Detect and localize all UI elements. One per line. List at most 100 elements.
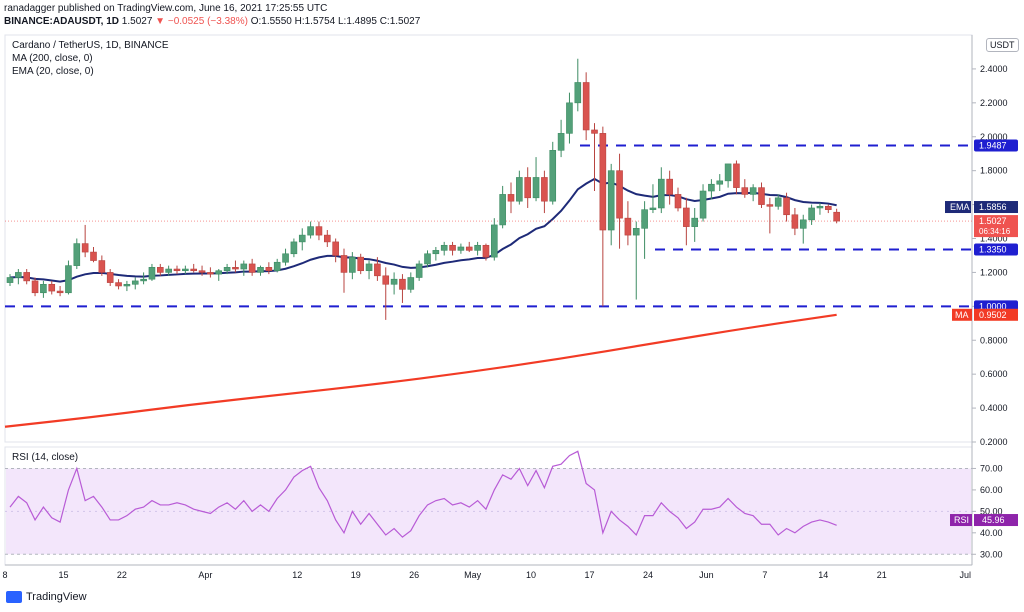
time-tick-label: 19: [351, 570, 361, 580]
candle: [549, 141, 557, 205]
candle-body: [808, 207, 815, 221]
candle: [6, 274, 14, 286]
rsi-tick-label: 60.00: [980, 485, 1003, 495]
brand-label: TradingView: [26, 591, 87, 603]
candle-body: [248, 263, 256, 273]
rsi-legend: RSI (14, close): [12, 452, 79, 463]
candle-body: [465, 246, 473, 251]
candle-body: [115, 282, 122, 287]
ma-value-tag: [974, 308, 1018, 321]
candle-body: [632, 228, 640, 236]
time-tick-label: 12: [292, 570, 302, 580]
candle: [157, 263, 164, 276]
candle: [599, 126, 607, 307]
candle-body: [332, 241, 339, 256]
symbol-ohlc-line: BINANCE:ADAUSDT, 1D 1.5027 ▼ −0.0525 (−3…: [4, 16, 420, 27]
candle: [666, 170, 673, 205]
candle: [799, 214, 807, 244]
candle: [833, 208, 840, 224]
candle: [407, 272, 415, 293]
candle: [657, 167, 665, 214]
candle: [40, 280, 47, 298]
candle-body: [307, 226, 314, 236]
level-price-label: 1.0000: [979, 301, 1007, 311]
level-price-tag: [974, 243, 1018, 256]
candle: [749, 184, 757, 202]
time-tick-label: 22: [117, 570, 127, 580]
candle-body: [165, 268, 172, 273]
candle-body: [482, 244, 490, 258]
candle-body: [257, 267, 264, 273]
candle-body: [791, 214, 799, 229]
candle: [791, 207, 799, 236]
candle-body: [173, 268, 181, 272]
rsi-tick-label: 30.00: [980, 549, 1003, 559]
candle-body: [758, 187, 765, 205]
candle: [724, 163, 732, 188]
price-tick-label: 1.8000: [980, 166, 1008, 176]
candle: [399, 274, 406, 303]
price-tick-label: 0.8000: [980, 335, 1008, 345]
ema-value-label: 1.5856: [979, 202, 1007, 212]
candle-body: [657, 178, 665, 209]
candle: [165, 265, 172, 276]
candle-body: [73, 243, 81, 266]
candle: [574, 58, 582, 112]
time-tick-label: 17: [584, 570, 594, 580]
last-price-value: 1.5027: [979, 216, 1007, 226]
candle: [465, 241, 473, 253]
candle: [48, 280, 56, 295]
candle-body: [474, 244, 481, 251]
candle-body: [182, 268, 189, 272]
candle-body: [816, 205, 824, 209]
candle-body: [31, 280, 39, 294]
candle-body: [783, 197, 790, 216]
candle-body: [724, 163, 732, 182]
candle-body: [641, 209, 648, 229]
ma200-line: [4, 313, 837, 428]
candle-body: [424, 253, 431, 265]
time-tick-label: Apr: [198, 570, 212, 580]
candle-body: [449, 244, 456, 251]
price-change: −0.0525 (−3.38%): [167, 16, 248, 27]
candle: [73, 238, 81, 270]
candle: [808, 204, 815, 225]
candle: [415, 260, 423, 281]
candle: [257, 265, 264, 276]
candle-body: [40, 283, 47, 294]
time-tick-label: 14: [818, 570, 828, 580]
price-tick-label: 1.2000: [980, 267, 1008, 277]
candle-body: [532, 177, 540, 199]
candle-body: [240, 263, 248, 270]
candle-body: [490, 224, 498, 258]
candle-body: [407, 277, 415, 290]
candle: [457, 243, 465, 254]
ema-tag-label: EMA: [950, 202, 970, 212]
candle-body: [282, 253, 289, 263]
candle: [824, 204, 832, 214]
candle-body: [390, 278, 398, 285]
rsi-tag-label: RSI: [954, 515, 969, 525]
price-pane: [4, 34, 973, 443]
candle: [131, 277, 139, 290]
candle: [674, 187, 682, 212]
candle: [691, 207, 699, 242]
level-price-label: 1.9487: [979, 140, 1007, 150]
rsi-tag-label-box: [950, 514, 972, 527]
candle-body: [65, 265, 72, 294]
candle-body: [56, 290, 64, 294]
candle-body: [415, 263, 423, 278]
candle: [607, 163, 615, 246]
rsi-tick-label: 70.00: [980, 463, 1003, 473]
candle: [683, 197, 690, 246]
candle: [766, 197, 774, 234]
last-price-tag: [974, 215, 1018, 238]
candle-body: [649, 207, 657, 210]
down-arrow-icon: ▼: [155, 16, 166, 27]
candle: [349, 252, 356, 280]
candle: [232, 260, 239, 273]
currency-button[interactable]: USDT: [986, 38, 1019, 52]
candle: [123, 280, 131, 292]
candle: [440, 241, 448, 256]
